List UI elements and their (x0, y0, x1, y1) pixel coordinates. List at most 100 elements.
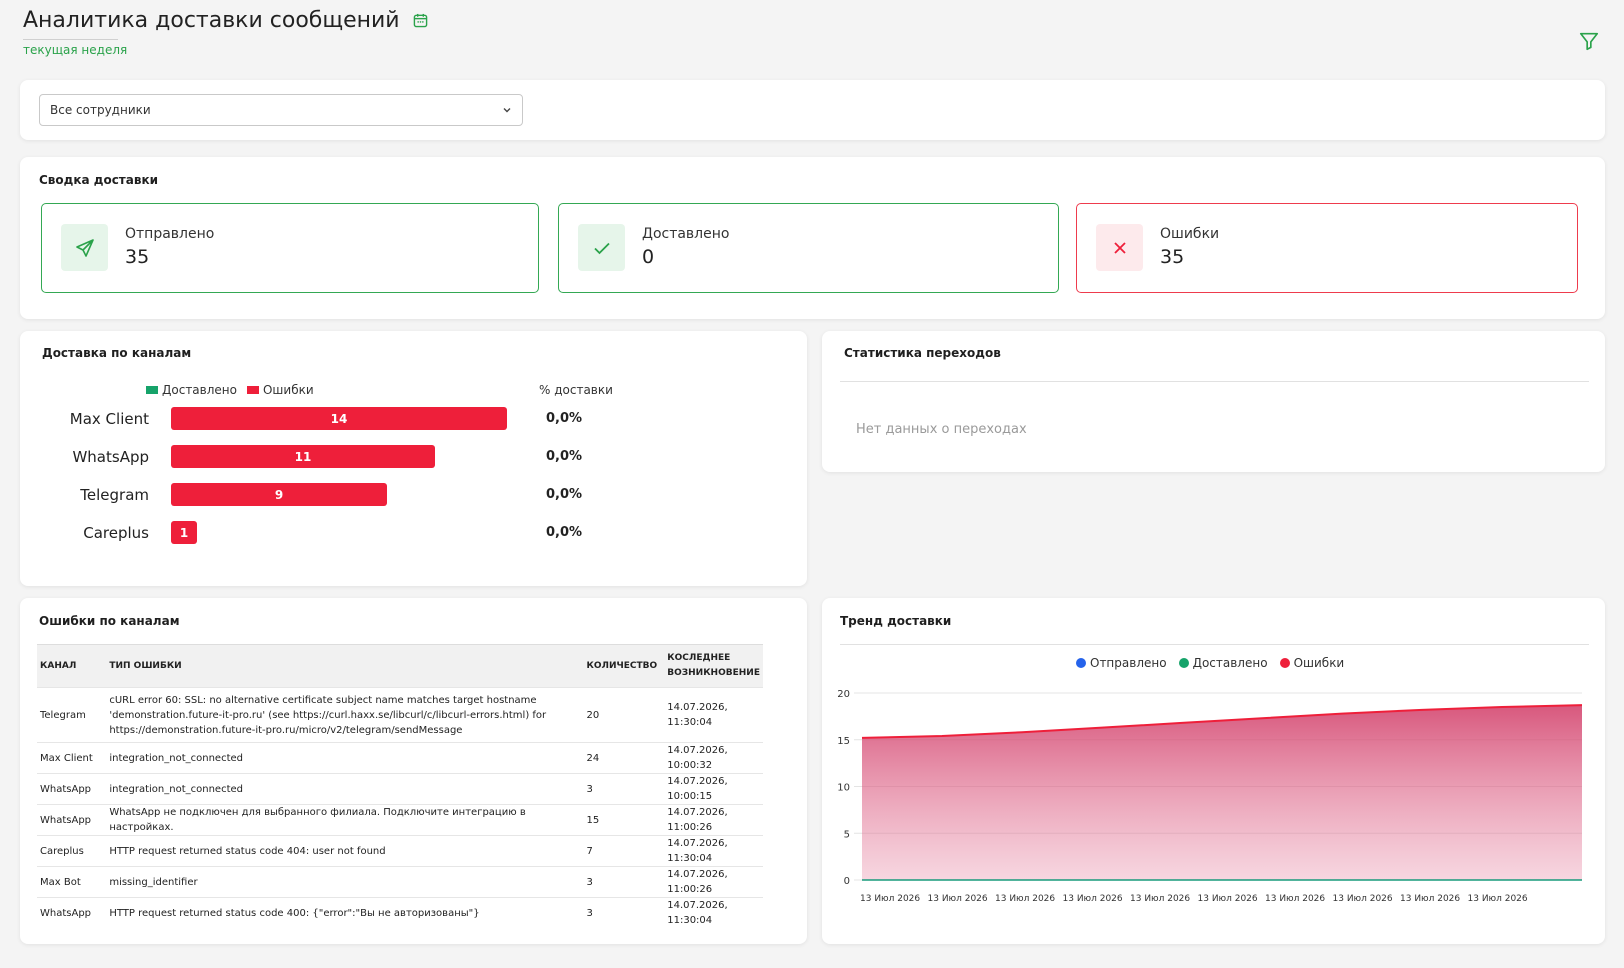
cell-count: 20 (583, 687, 665, 743)
legend-sent[interactable]: Отправлено (1090, 656, 1167, 670)
cell-last: 14.07.2026, 11:30:04 (664, 835, 763, 867)
stat-value: 0 (642, 246, 655, 268)
cell-channel: Telegram (37, 687, 107, 743)
cell-last: 14.07.2026, 11:30:04 (664, 687, 763, 743)
calendar-icon[interactable] (413, 13, 428, 28)
pct-header: % доставки (539, 383, 613, 397)
stat-value: 35 (1160, 246, 1185, 268)
bar-errors[interactable]: 1 (171, 521, 197, 544)
cell-channel: WhatsApp (37, 804, 107, 836)
bar-errors[interactable]: 14 (171, 407, 507, 430)
table-row: Telegram cURL error 60: SSL: no alternati… (37, 687, 763, 743)
summary-title: Сводка доставки (39, 173, 159, 187)
cell-channel: Max Bot (37, 866, 107, 898)
y-tick-label: 5 (844, 829, 850, 840)
errors-table: КАНАЛ ТИП ОШИБКИ КОЛИЧЕСТВО КОСЛЕДНЕЕ ВО… (37, 644, 763, 928)
bar-errors[interactable]: 11 (171, 445, 435, 468)
trend-card: Тренд доставки Отправлено Доставлено Оши… (822, 598, 1605, 944)
x-tick-label: 13 Июл 2026 (1130, 894, 1190, 904)
trend-legend: Отправлено Доставлено Ошибки (1076, 656, 1344, 670)
cell-last: 14.07.2026, 11:00:26 (664, 804, 763, 836)
bar-percent-label: 0,0% (546, 525, 583, 540)
x-tick-label: 13 Июл 2026 (995, 894, 1055, 904)
x-tick-label: 13 Июл 2026 (1468, 894, 1528, 904)
cell-channel: WhatsApp (37, 897, 107, 928)
errors-title: Ошибки по каналам (39, 614, 180, 628)
x-tick-label: 13 Июл 2026 (860, 894, 920, 904)
errors-card: Ошибки по каналам КАНАЛ ТИП ОШИБКИ КОЛИЧ… (20, 598, 807, 944)
page-header: Аналитика доставки сообщений текущая нед… (23, 8, 428, 57)
x-tick-label: 13 Июл 2026 (1333, 894, 1393, 904)
cell-count: 3 (583, 866, 665, 898)
cell-count: 15 (583, 804, 665, 836)
stat-delivered: Доставлено 0 (558, 203, 1059, 293)
clicks-card: Статистика переходов Нет данных о перехо… (822, 331, 1605, 472)
table-row: Max Client integration_not_connected 24 14.… (37, 742, 763, 774)
bar-category-label: Max Client (69, 410, 149, 428)
clicks-divider (840, 381, 1589, 382)
cell-error: WhatsApp не подключен для выбранного фил… (106, 804, 584, 836)
col-error-type[interactable]: ТИП ОШИБКИ (109, 660, 182, 671)
cell-error: cURL error 60: SSL: no alternative certi… (106, 687, 584, 743)
x-tick-label: 13 Июл 2026 (928, 894, 988, 904)
clicks-empty-message: Нет данных о переходах (856, 422, 1027, 437)
send-icon (61, 224, 108, 271)
bar-category-label: Careplus (83, 524, 149, 542)
employee-filter-card: Все сотрудники (20, 80, 1605, 140)
y-tick-label: 0 (844, 876, 850, 887)
legend-delivered[interactable]: Доставлено (1192, 656, 1268, 670)
cell-count: 3 (583, 773, 665, 805)
cell-last: 14.07.2026, 10:00:15 (664, 773, 763, 805)
table-row: WhatsApp HTTP request returned status cod… (37, 897, 763, 928)
cell-error: HTTP request returned status code 400: {… (106, 897, 584, 928)
table-row: Careplus HTTP request returned status cod… (37, 835, 763, 867)
employee-select-value: Все сотрудники (50, 103, 151, 117)
cell-channel: Max Client (37, 742, 107, 774)
stat-label: Доставлено (642, 226, 730, 242)
y-tick-label: 10 (837, 783, 850, 794)
close-icon (1096, 224, 1143, 271)
cell-error: missing_identifier (106, 866, 584, 898)
errors-table-body: Telegram cURL error 60: SSL: no alternati… (37, 687, 763, 928)
bar-errors[interactable]: 9 (171, 483, 387, 506)
chevron-down-icon (503, 108, 511, 113)
x-tick-label: 13 Июл 2026 (1063, 894, 1123, 904)
stat-label: Отправлено (125, 226, 215, 242)
stat-value: 35 (125, 246, 150, 268)
cell-count: 24 (583, 742, 665, 774)
employee-select[interactable]: Все сотрудники (39, 94, 523, 126)
cell-channel: Careplus (37, 835, 107, 867)
trend-chart: 0 5 10 15 20 13 Июл 2026 13 Июл 2026 13 Июл 202… (837, 689, 1583, 904)
cell-channel: WhatsApp (37, 773, 107, 805)
cell-error: integration_not_connected (106, 773, 584, 805)
cell-error: integration_not_connected (106, 742, 584, 774)
bar-category-label: Telegram (80, 486, 149, 504)
page-title: Аналитика доставки сообщений (23, 8, 400, 33)
cell-last: 14.07.2026, 10:00:32 (664, 742, 763, 774)
cell-error: HTTP request returned status code 404: u… (106, 835, 584, 867)
period-subtitle[interactable]: текущая неделя (23, 43, 128, 57)
table-row: WhatsApp WhatsApp не подключен для выбран… (37, 804, 763, 836)
check-icon (578, 224, 625, 271)
bar-percent-label: 0,0% (546, 449, 583, 464)
errors-line (861, 704, 1583, 739)
col-last-occurrence[interactable]: КОСЛЕДНЕЕ ВОЗНИКНОВЕНИЕ (667, 653, 760, 678)
cell-count: 7 (583, 835, 665, 867)
y-tick-label: 15 (837, 736, 850, 747)
col-channel[interactable]: КАНАЛ (40, 660, 77, 671)
x-tick-label: 13 Июл 2026 (1198, 894, 1258, 904)
channels-card: Доставка по каналам Доставлено Ошибки % … (20, 331, 807, 586)
errors-area (862, 705, 1582, 880)
x-tick-label: 13 Июл 2026 (1265, 894, 1325, 904)
y-tick-label: 20 (837, 689, 850, 700)
bar-percent-label: 0,0% (546, 411, 583, 426)
col-count[interactable]: КОЛИЧЕСТВО (586, 660, 658, 671)
legend-errors[interactable]: Ошибки (1293, 656, 1345, 670)
legend-dot-sent (1076, 658, 1086, 668)
clicks-title: Статистика переходов (844, 346, 1001, 360)
legend-delivered: Доставлено (162, 383, 237, 397)
channels-title: Доставка по каналам (42, 346, 192, 360)
channels-legend: Доставлено Ошибки (146, 383, 314, 397)
bar-percent-label: 0,0% (546, 487, 583, 502)
filter-icon[interactable] (1578, 30, 1600, 52)
